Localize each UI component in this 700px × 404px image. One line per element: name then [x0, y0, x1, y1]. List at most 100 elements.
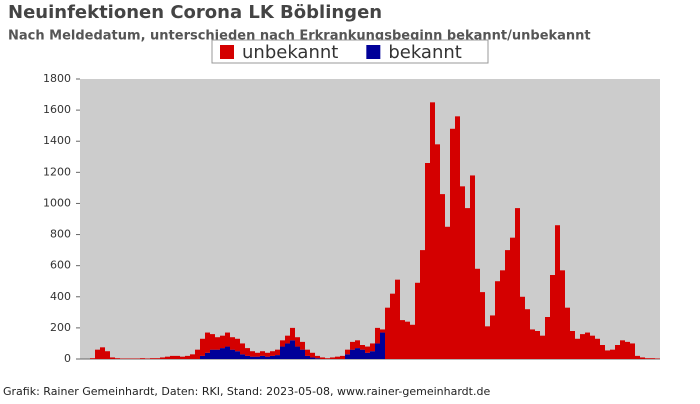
bar — [350, 350, 355, 359]
bar — [205, 353, 210, 359]
bar — [305, 350, 310, 356]
bar — [335, 357, 340, 359]
bar — [365, 353, 370, 359]
bar — [275, 350, 280, 355]
bar — [375, 343, 380, 359]
bar — [410, 325, 415, 359]
bar — [225, 333, 230, 347]
bar — [600, 345, 605, 359]
bar — [595, 339, 600, 359]
bar — [105, 351, 110, 359]
bar — [225, 347, 230, 359]
bar — [270, 351, 275, 356]
bar — [290, 340, 295, 359]
bar — [500, 270, 505, 359]
bar — [535, 331, 540, 359]
bar — [245, 348, 250, 356]
bar — [175, 356, 180, 359]
y-tick-label: 0 — [64, 352, 71, 365]
bar — [425, 163, 430, 359]
bar — [260, 356, 265, 359]
bar — [295, 337, 300, 346]
bar — [530, 329, 535, 359]
bar — [220, 348, 225, 359]
bar — [315, 358, 320, 359]
bar — [540, 336, 545, 359]
bar — [420, 250, 425, 359]
bar — [340, 356, 345, 359]
bar — [185, 356, 190, 359]
y-tick-label: 1200 — [43, 165, 71, 178]
bar — [250, 351, 255, 356]
y-tick-label: 800 — [50, 228, 71, 241]
legend-label: bekannt — [388, 42, 462, 63]
bar — [565, 308, 570, 359]
bar — [275, 355, 280, 359]
bar — [400, 320, 405, 359]
bar — [110, 357, 115, 359]
bar — [480, 292, 485, 359]
bar — [255, 357, 260, 359]
bar — [280, 340, 285, 346]
bar — [190, 354, 195, 359]
bar — [115, 358, 120, 359]
bar — [160, 357, 165, 359]
bar — [320, 357, 325, 359]
bar — [255, 353, 260, 357]
bar — [505, 250, 510, 359]
bar — [200, 356, 205, 359]
bar — [495, 281, 500, 359]
bar — [230, 350, 235, 359]
bar — [355, 340, 360, 348]
bar — [435, 144, 440, 359]
bar — [645, 358, 650, 359]
bar — [195, 350, 200, 359]
bar — [390, 294, 395, 359]
bar — [395, 280, 400, 359]
bar — [575, 339, 580, 359]
bar — [295, 347, 300, 359]
bar — [430, 102, 435, 359]
bar — [380, 333, 385, 359]
bar — [220, 336, 225, 348]
bar — [270, 356, 275, 359]
bar — [245, 356, 250, 359]
chart-title: Neuinfektionen Corona LK Böblingen — [8, 2, 382, 23]
bar — [250, 357, 255, 359]
bar — [360, 350, 365, 359]
y-tick-label: 400 — [50, 290, 71, 303]
bar — [550, 275, 555, 359]
bar — [95, 350, 100, 359]
bar — [580, 334, 585, 359]
bar — [525, 309, 530, 359]
y-tick-label: 600 — [50, 259, 71, 272]
bar — [170, 356, 175, 359]
bar — [210, 350, 215, 359]
bar — [520, 297, 525, 359]
bar — [515, 208, 520, 359]
bar — [445, 227, 450, 359]
y-tick-label: 200 — [50, 321, 71, 334]
bar — [510, 238, 515, 359]
bar — [330, 357, 335, 359]
bar — [590, 336, 595, 359]
bar — [290, 328, 295, 340]
y-tick-label: 1000 — [43, 196, 71, 209]
bar — [305, 356, 310, 359]
bar — [415, 283, 420, 359]
bar — [280, 347, 285, 359]
bar — [140, 358, 145, 359]
bar — [620, 340, 625, 359]
y-tick-label: 1400 — [43, 134, 71, 147]
bar — [180, 357, 185, 359]
legend-swatch — [220, 45, 234, 59]
bar — [310, 353, 315, 358]
bar — [650, 358, 655, 359]
bar — [365, 347, 370, 353]
bar — [165, 357, 170, 359]
bar — [490, 315, 495, 359]
bar — [405, 322, 410, 359]
bar — [610, 350, 615, 359]
bar — [630, 343, 635, 359]
